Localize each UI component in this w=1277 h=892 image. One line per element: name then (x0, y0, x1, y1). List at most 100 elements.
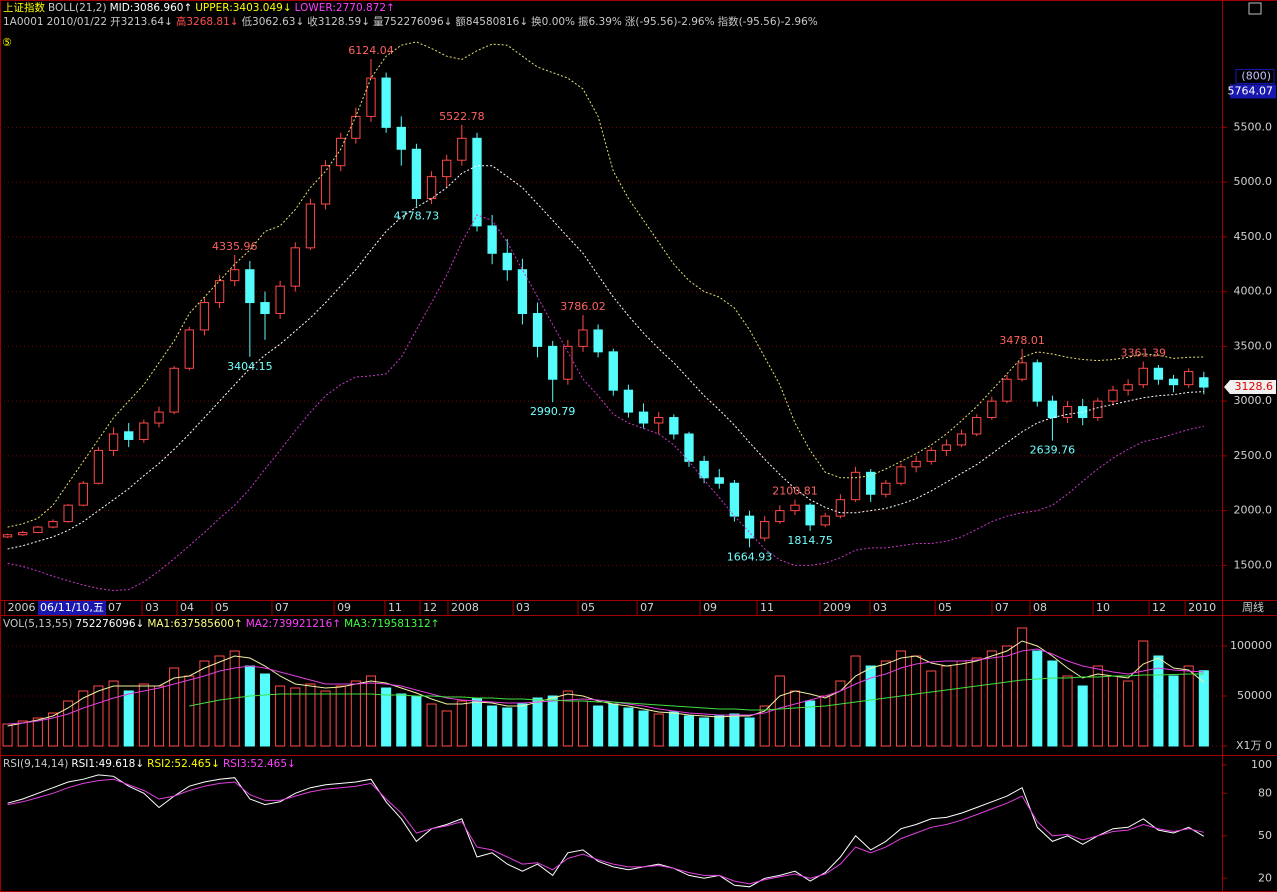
window-button[interactable] (1248, 2, 1262, 15)
header-item: 高3268.81↓ (175, 16, 239, 28)
header-item: RSI(9,14,14) (3, 758, 69, 770)
candle-body (1138, 367, 1148, 386)
header-item: VOL(5,13,55) (3, 618, 73, 630)
y-tick-label: 2500.0 (1234, 449, 1273, 462)
extreme-label: 1664.93 (727, 550, 773, 563)
header-item: 振6.39% (578, 16, 622, 28)
volume-bar (805, 700, 816, 747)
volume-bar (1092, 665, 1103, 747)
cursor-date: 06/11/10,五 (40, 601, 104, 614)
price-marker-box (1224, 380, 1276, 395)
volume-bar (865, 665, 876, 747)
volume-bar (668, 711, 679, 747)
volume-bar (1183, 665, 1194, 747)
candle-body (63, 504, 73, 523)
volume-bar (411, 695, 422, 747)
indicator-header: 上证指数 BOLL(21,2) MID:3086.960↑ UPPER:3403.04… (3, 1, 398, 15)
volume-bar (244, 665, 255, 747)
y-tick-label: 50000 (1237, 689, 1272, 702)
x-tick-label: 05 (215, 601, 229, 614)
candle-body (684, 433, 694, 462)
candle-body (714, 477, 724, 484)
cursor-date-box (38, 601, 106, 615)
header-item: 1A0001 (3, 16, 44, 28)
candle-body (1017, 362, 1027, 380)
x-tick-label: 11 (760, 601, 774, 614)
candle-body (578, 329, 588, 347)
candle-body (941, 444, 952, 451)
x-tick-label: 08 (1033, 601, 1047, 614)
candle-body (108, 433, 119, 451)
indicator-header: 1A0001 2010/01/22 开3213.64↓ 高3268.81↓ 低3062.… (3, 15, 821, 29)
y-tick-label: 100 (1251, 758, 1272, 771)
volume-bar (108, 680, 119, 747)
candle-body (790, 504, 800, 512)
volume-bar (17, 720, 28, 747)
candle-body (1002, 378, 1012, 402)
volume-bar (608, 703, 619, 747)
x-tick-label: 03 (145, 601, 159, 614)
header-item: LOWER:2770.872↑ (294, 2, 395, 14)
candle-body (124, 431, 134, 440)
volume-bar (850, 655, 861, 747)
y-tick-label: 1500.0 (1234, 558, 1273, 571)
header-item: 换0.00% (531, 16, 576, 28)
candle-body (1093, 400, 1103, 419)
candle-body (896, 466, 906, 484)
indicator-line (7, 774, 1205, 888)
candle-body (442, 159, 452, 178)
volume-bar (1198, 670, 1209, 747)
y-tick-label: 5000.0 (1234, 175, 1273, 188)
volume-bar (986, 650, 997, 747)
volume-bar (47, 712, 59, 747)
x-tick-label: 07 (995, 601, 1009, 614)
candle-body (18, 532, 28, 536)
volume-bar (290, 687, 301, 747)
candle-body (987, 400, 997, 419)
candle-body (1123, 384, 1133, 391)
volume-bar (517, 703, 528, 747)
candle-body (1047, 400, 1058, 419)
volume-bar (441, 710, 452, 747)
volume-bar (184, 675, 195, 747)
extreme-label: 3404.15 (227, 360, 273, 373)
header-item: UPPER:3403.049↓ (195, 2, 292, 14)
y-tick-label: 50 (1258, 829, 1272, 842)
candle-body (426, 176, 437, 200)
cursor-tag-box (1235, 68, 1275, 84)
candle-body (744, 515, 755, 539)
header-item: 额84580816↓ (455, 16, 529, 28)
candle-body (275, 285, 285, 315)
x-tick-label: 05 (938, 601, 952, 614)
candle-body (2, 534, 13, 538)
header-item: 开3213.64↓ (110, 16, 173, 28)
extreme-label: 2990.79 (530, 405, 576, 418)
x-tick-label: 12 (423, 601, 437, 614)
volume-bar (1138, 640, 1149, 747)
indicator-line (7, 41, 1204, 528)
candle-body (926, 449, 936, 462)
header-item: MA2:739921216↑ (245, 618, 342, 630)
period-label: 周线 (1242, 600, 1264, 614)
volume-bar (259, 673, 271, 747)
candle-body (1184, 371, 1194, 386)
y-tick-label: 80 (1258, 786, 1272, 799)
candle-body (78, 482, 88, 506)
candle-body (336, 137, 346, 167)
candle-body (184, 329, 194, 369)
volume-bar (396, 693, 407, 747)
candle-body (835, 499, 846, 517)
x-tick-label: 09 (337, 601, 351, 614)
x-tick-label: 2008 (451, 601, 479, 614)
candle-body (548, 345, 558, 380)
volume-bar (623, 707, 634, 747)
volume-bar (350, 680, 361, 747)
unit-label: X1万 (1236, 739, 1262, 752)
volume-bar (456, 700, 467, 747)
x-tick-label: 09 (703, 601, 717, 614)
candle-body (366, 77, 376, 117)
extreme-label: 3786.02 (560, 300, 606, 313)
candle-body (245, 269, 255, 304)
extreme-label: 2100.81 (772, 485, 818, 498)
